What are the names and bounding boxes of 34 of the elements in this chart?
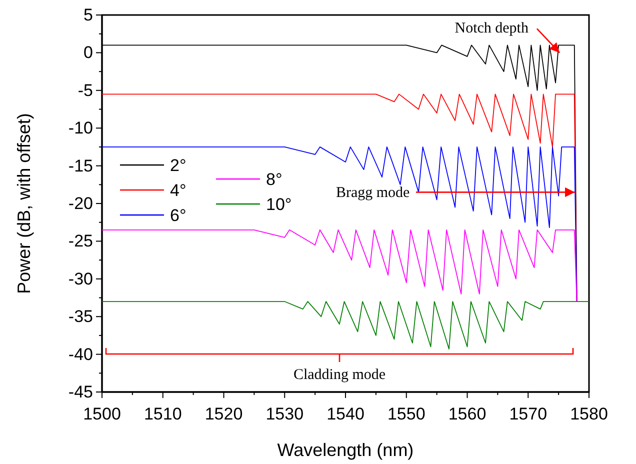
y-axis-title: Power (dB, with offset) [14, 113, 34, 294]
y-tick-label: -25 [68, 232, 93, 251]
legend-label: 6° [170, 206, 186, 225]
y-tick-label: -30 [68, 269, 93, 288]
annotation: Cladding mode [293, 367, 386, 383]
line-series [102, 146, 578, 302]
legend-label: 2° [170, 156, 186, 175]
legend-label: 8° [266, 170, 282, 189]
y-tick-label: -40 [68, 344, 93, 364]
line-series [102, 301, 590, 350]
y-tick-label: -20 [68, 194, 93, 213]
x-axis-title: Wavelength (nm) [277, 440, 414, 460]
x-tick-label: 1560 [448, 404, 486, 424]
y-tick-label: -10 [68, 118, 93, 138]
annotation: Bragg mode [336, 185, 410, 202]
line-series [102, 94, 578, 302]
y-tick-label: 0 [84, 43, 93, 62]
y-tick-label: -5 [78, 80, 93, 100]
y-tick-label: -35 [68, 307, 93, 326]
y-tick-label: -45 [68, 382, 93, 402]
annotation: Notch depth [454, 20, 529, 37]
y-tick-label: 5 [84, 5, 93, 24]
y-tick-label: -15 [68, 156, 93, 176]
x-tick-label: 1500 [83, 404, 121, 424]
x-tick-label: 1510 [144, 404, 182, 424]
legend-label: 10° [266, 195, 292, 214]
x-tick-label: 1570 [509, 404, 548, 424]
legend-label: 4° [170, 181, 186, 200]
x-tick-label: 1580 [570, 404, 608, 424]
line-series [102, 229, 578, 302]
x-tick-label: 1530 [266, 404, 304, 424]
x-tick-label: 1520 [204, 404, 243, 424]
x-tick-label: 1550 [387, 404, 426, 424]
x-tick-label: 1540 [326, 404, 364, 424]
